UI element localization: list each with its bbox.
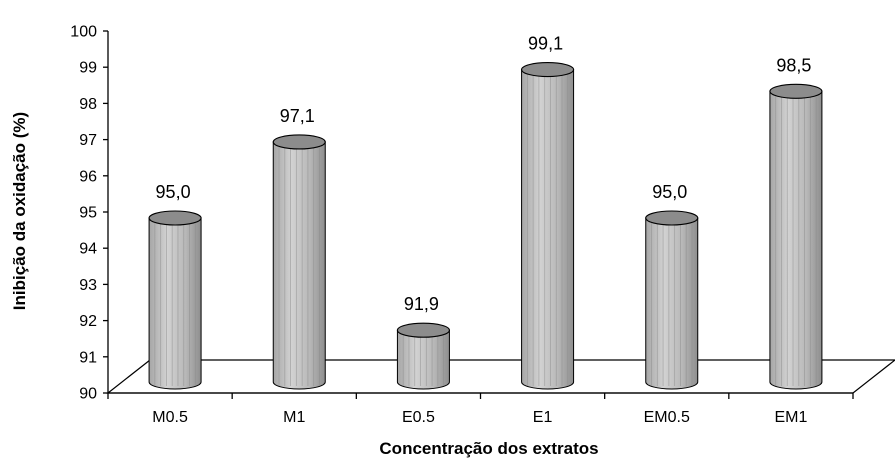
bars: 95,0 97,1 91,9 99,1 95,0 98,5 [148,34,823,390]
bar: 91,9 [396,294,450,390]
bar: 98,5 [769,55,823,390]
y-tick-label: 99 [79,60,97,77]
bar-top [272,134,326,150]
x-tick-label: EM0.5 [644,409,690,426]
bar-top [521,62,575,78]
x-axis-title: Concentração dos extratos [379,439,598,458]
y-axis-title: Inibição da oxidação (%) [10,112,29,310]
bar-body [521,69,575,390]
plot-area: 90 91 92 93 94 95 96 97 98 99 100 M0.5 M1 E0.5 E1 EM0.… [70,24,895,426]
y-tick-label: 92 [79,313,97,330]
bar-body [645,217,699,390]
y-tick-label: 94 [79,241,97,258]
x-tick-label: E0.5 [402,409,435,426]
x-ticks: M0.5 M1 E0.5 E1 EM0.5 EM1 [107,393,854,426]
bar: 99,1 [521,34,575,390]
x-tick-label: M0.5 [152,409,188,426]
y-tick-label: 98 [79,96,97,113]
bar-body [396,329,450,390]
y-tick-label: 97 [79,132,97,149]
data-label: 91,9 [404,294,439,314]
x-tick-label: EM1 [774,409,807,426]
y-tick-label: 91 [79,349,97,366]
x-tick-label: E1 [533,409,553,426]
bar-body [272,141,326,390]
y-tick-label: 100 [70,24,97,41]
bar-body [148,217,202,390]
data-label: 99,1 [528,34,563,54]
y-tick-label: 95 [79,205,97,222]
data-label: 95,0 [652,182,687,202]
y-tick-label: 96 [79,168,97,185]
bar-top [769,83,823,99]
y-tick-label: 93 [79,277,97,294]
bar-top [645,210,699,226]
data-label: 98,5 [776,55,811,75]
bar-body [769,90,823,390]
data-label: 95,0 [156,182,191,202]
y-tick-label: 90 [79,386,97,403]
bar: 95,0 [148,182,202,390]
bar-top [148,210,202,226]
bar: 95,0 [645,182,699,390]
bar-top [396,322,450,338]
data-label: 97,1 [280,106,315,126]
bar: 97,1 [272,106,326,390]
x-tick-label: M1 [283,409,305,426]
y-ticks: 90 91 92 93 94 95 96 97 98 99 100 [70,24,108,403]
